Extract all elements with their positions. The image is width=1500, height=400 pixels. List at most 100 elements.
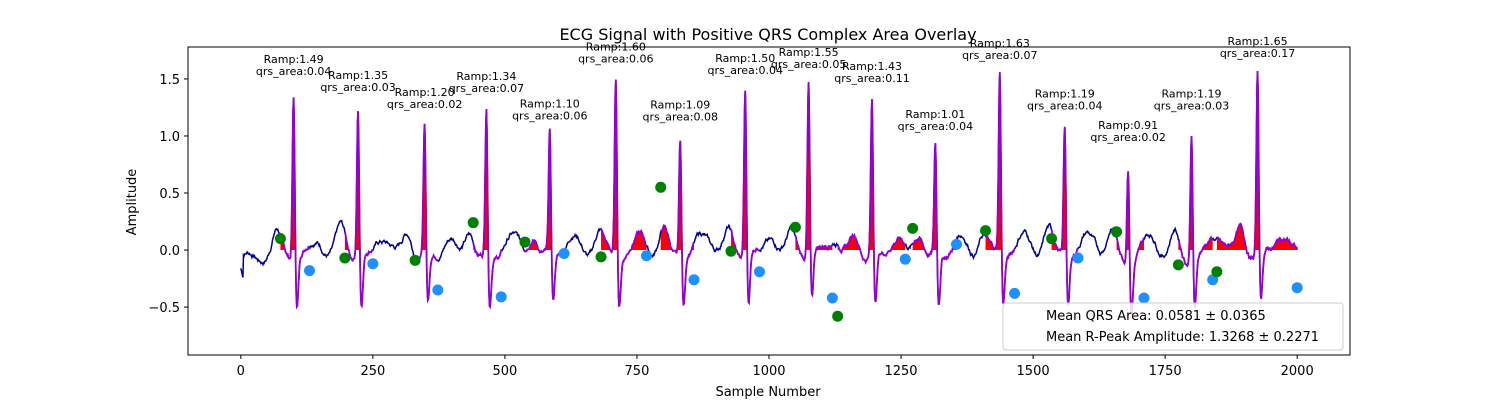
qrs-offset-marker-4 [495, 291, 507, 303]
r-amplitude-label-1: Ramp:1.49 [264, 53, 324, 66]
x-tick-label: 0 [237, 364, 245, 379]
legend-box [1002, 302, 1344, 351]
r-amplitude-label-6: Ramp:1.60 [586, 41, 646, 54]
r-amplitude-label-14: Ramp:0.91 [1098, 119, 1158, 132]
x-tick-label: 1000 [752, 364, 785, 379]
x-tick-label: 2000 [1281, 364, 1314, 379]
qrs-segment-14 [1115, 171, 1145, 316]
qrs-area-label-7: qrs_area:0.08 [643, 111, 718, 124]
r-amplitude-label-4: Ramp:1.34 [456, 70, 516, 83]
qrs-segment-5 [524, 128, 565, 300]
qrs-onset-marker-9 [789, 221, 801, 233]
qrs-area-label-16: qrs_area:0.17 [1220, 47, 1295, 60]
legend-entry-r-amplitude: Mean R-Peak Amplitude: 1.3268 ± 0.2271 [1046, 330, 1319, 345]
qrs-onset-marker-2 [339, 252, 351, 264]
legend: Mean QRS Area: 0.0581 ± 0.0365 Mean R-Pe… [1002, 302, 1344, 351]
qrs-onset-marker-5 [519, 236, 531, 248]
qrs-area-label-15: qrs_area:0.03 [1154, 99, 1229, 112]
qrs-segment-9 [794, 82, 834, 298]
qrs-area-fill-7 [660, 140, 694, 251]
qrs-offset-marker-7 [688, 274, 700, 286]
qrs-area-label-11: qrs_area:0.04 [898, 120, 973, 133]
qrs-area-label-9: qrs_area:0.05 [771, 58, 846, 71]
qrs-area-label-10: qrs_area:0.11 [834, 72, 909, 85]
qrs-offset-marker-5 [558, 247, 570, 259]
y-axis-label: Amplitude [125, 169, 140, 236]
qrs-onset-marker-4 [467, 217, 479, 229]
qrs-segment-3 [414, 123, 439, 304]
qrs-area-label-5: qrs_area:0.06 [512, 110, 587, 123]
qrs-area-label-8: qrs_area:0.04 [707, 64, 782, 77]
y-tick-label: 1.0 [159, 130, 180, 145]
qrs-segment-12 [985, 72, 1016, 304]
qrs-segment-1 [279, 97, 310, 310]
qrs-onset-marker-8 [725, 245, 737, 257]
qrs-area-fill-5 [524, 128, 565, 251]
x-tick-label: 500 [492, 364, 517, 379]
qrs-offset-marker-9 [826, 292, 838, 304]
y-tick-label: −0.5 [148, 301, 180, 316]
r-amplitude-label-13: Ramp:1.19 [1035, 87, 1095, 100]
qrs-area-label-2: qrs_area:0.03 [320, 81, 395, 94]
qrs-onset-marker-13 [1046, 233, 1058, 245]
qrs-segment-11 [912, 143, 958, 305]
qrs-onset-marker-14 [1111, 226, 1123, 238]
qrs-onset-marker-3 [409, 254, 421, 266]
qrs-onset-marker-6 [595, 251, 607, 263]
qrs-area-label-12: qrs_area:0.07 [962, 49, 1037, 62]
r-amplitude-label-10: Ramp:1.43 [842, 60, 902, 73]
r-amplitude-label-16: Ramp:1.65 [1228, 35, 1288, 48]
qrs-offset-marker-10 [899, 253, 911, 265]
r-amplitude-label-9: Ramp:1.55 [779, 46, 839, 59]
qrs-area-fill-6 [601, 79, 647, 251]
qrs-offset-marker-11 [951, 238, 963, 250]
x-tick-label: 750 [625, 364, 650, 379]
r-amplitude-label-8: Ramp:1.50 [715, 52, 775, 65]
qrs-onset-marker-12 [980, 225, 992, 237]
legend-entry-qrs-area: Mean QRS Area: 0.0581 ± 0.0365 [1046, 309, 1266, 324]
qrs-area-label-3: qrs_area:0.02 [387, 98, 462, 111]
qrs-offset-marker-14 [1138, 292, 1150, 304]
y-tick-label: 1.5 [159, 73, 180, 88]
qrs-offset-marker-2 [367, 258, 379, 270]
qrs-area-fill-15 [1178, 136, 1213, 251]
qrs-onset-marker-16 [1211, 266, 1223, 278]
qrs-area-label-13: qrs_area:0.04 [1027, 99, 1102, 112]
qrs-segment-16 [1216, 70, 1299, 299]
x-tick-label: 250 [360, 364, 385, 379]
qrs-area-label-1: qrs_area:0.04 [256, 65, 331, 78]
qrs-segment-6 [600, 79, 648, 307]
r-amplitude-label-11: Ramp:1.01 [905, 108, 965, 121]
r-amplitude-label-3: Ramp:1.20 [395, 86, 455, 99]
r-amplitude-label-2: Ramp:1.35 [328, 69, 388, 82]
qrs-area-fill-8 [730, 90, 760, 251]
qrs-offset-marker-13 [1072, 252, 1084, 264]
x-tick-label: 1250 [884, 364, 917, 379]
qrs-onset-marker-10 [832, 310, 844, 322]
qrs-offset-marker-3 [432, 284, 444, 296]
qrs-area-fill-13 [1051, 126, 1078, 251]
qrs-area-label-14: qrs_area:0.02 [1090, 131, 1165, 144]
qrs-area-label-4: qrs_area:0.07 [449, 82, 524, 95]
qrs-segment-4 [472, 109, 503, 310]
qrs-offset-marker-12 [1009, 287, 1021, 299]
r-amplitude-label-12: Ramp:1.63 [970, 37, 1030, 50]
chart-title: ECG Signal with Positive QRS Complex Are… [559, 25, 976, 44]
peak-annotations: Ramp:1.49qrs_area:0.04Ramp:1.35qrs_area:… [256, 35, 1295, 144]
qrs-onset-marker-15 [1172, 259, 1184, 271]
qrs-offset-marker-16 [1291, 282, 1303, 294]
x-axis-label: Sample Number [715, 385, 821, 400]
qrs-onset-marker-7 [655, 181, 667, 193]
y-tick-label: 0.0 [159, 244, 180, 259]
qrs-area-label-6: qrs_area:0.06 [578, 53, 653, 66]
qrs-segment-7 [659, 140, 695, 306]
qrs-offset-marker-1 [303, 265, 315, 277]
qrs-segment-2 [344, 111, 374, 309]
r-amplitude-label-7: Ramp:1.09 [650, 99, 710, 112]
qrs-onset-marker-1 [274, 233, 286, 245]
r-amplitude-label-15: Ramp:1.19 [1162, 87, 1222, 100]
qrs-area-fill-9 [795, 82, 833, 251]
r-amplitude-label-5: Ramp:1.10 [520, 98, 580, 111]
qrs-segment-15 [1177, 136, 1214, 309]
